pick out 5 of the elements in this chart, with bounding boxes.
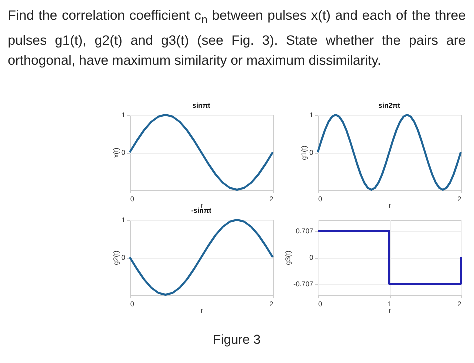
text: Find the correlation coefficient c$_{n}$ between pulses x(t) and each of the three pulses g1(t), g2(t) and g3(t) (see Fig. 3). State whether the pairs are orthogonal, have maximum similarity or maximum dissimilarity. xyxy=(8,7,466,70)
text: Figure 3 xyxy=(212,332,262,347)
line-series xyxy=(129,219,274,296)
line-series xyxy=(129,114,274,191)
line-series xyxy=(317,114,462,191)
